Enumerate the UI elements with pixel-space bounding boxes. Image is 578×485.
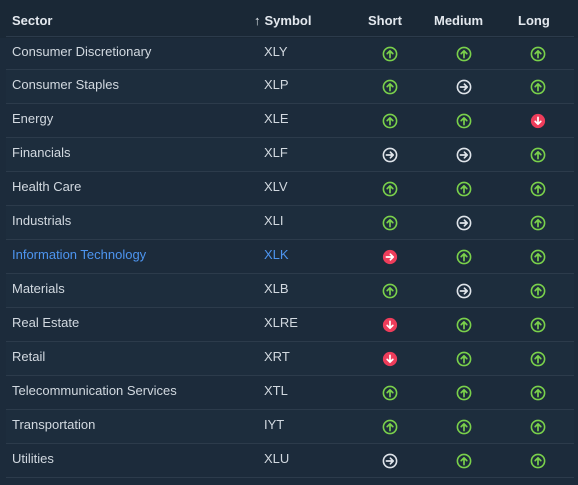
medium-trend-arrow-up-circle-icon	[456, 453, 472, 469]
sector-symbol[interactable]: XLI	[264, 213, 284, 228]
sector-symbol[interactable]: XLF	[264, 145, 288, 160]
table-row[interactable]: Consumer Discretionary XLY	[6, 36, 574, 70]
sector-symbol[interactable]: XLV	[264, 179, 288, 194]
sector-name[interactable]: Energy	[12, 111, 54, 126]
short-trend-arrow-right-circle-icon	[382, 453, 398, 469]
short-trend-arrow-right-circle-icon	[382, 147, 398, 163]
short-trend-arrow-up-circle-icon	[382, 79, 398, 95]
table-row[interactable]: Consumer Staples XLP	[6, 70, 574, 104]
column-header-long[interactable]: Long	[518, 13, 550, 28]
long-trend-arrow-up-circle-icon	[530, 181, 546, 197]
table-row[interactable]: Retail XRT	[6, 342, 574, 376]
sector-symbol[interactable]: XTL	[264, 383, 288, 398]
table-row[interactable]: Utilities XLU	[6, 444, 574, 478]
sector-name[interactable]: Industrials	[12, 213, 72, 228]
short-trend-arrow-down-circle-icon	[382, 317, 398, 333]
long-trend-arrow-down-circle-icon	[530, 113, 546, 129]
sector-name[interactable]: Information Technology	[12, 247, 147, 262]
column-header-sector[interactable]: Sector	[12, 13, 53, 28]
sector-name[interactable]: Transportation	[12, 417, 96, 432]
short-trend-arrow-up-circle-icon	[382, 181, 398, 197]
medium-trend-arrow-up-circle-icon	[456, 181, 472, 197]
table-row[interactable]: Real Estate XLRE	[6, 308, 574, 342]
short-trend-arrow-up-circle-icon	[382, 283, 398, 299]
column-header-symbol-label: Symbol	[264, 13, 312, 28]
medium-trend-arrow-right-circle-icon	[456, 283, 472, 299]
long-trend-arrow-up-circle-icon	[530, 147, 546, 163]
long-trend-arrow-up-circle-icon	[530, 215, 546, 231]
sector-symbol[interactable]: XLY	[264, 44, 288, 59]
sector-symbol[interactable]: XLP	[264, 77, 289, 92]
short-trend-arrow-up-circle-icon	[382, 385, 398, 401]
long-trend-arrow-up-circle-icon	[530, 317, 546, 333]
long-trend-arrow-up-circle-icon	[530, 385, 546, 401]
medium-trend-arrow-right-circle-icon	[456, 79, 472, 95]
short-trend-arrow-down-circle-icon	[382, 351, 398, 367]
sector-name[interactable]: Real Estate	[12, 315, 80, 330]
table-row[interactable]: Information Technology XLK	[6, 240, 574, 274]
table-row[interactable]: Health Care XLV	[6, 172, 574, 206]
table-row[interactable]: Energy XLE	[6, 104, 574, 138]
table-body: Consumer Discretionary XLY Consumer Staple…	[6, 36, 574, 478]
sector-symbol[interactable]: XLRE	[264, 315, 298, 330]
sector-symbol[interactable]: XLB	[264, 281, 289, 296]
sector-symbol[interactable]: XLE	[264, 111, 289, 126]
long-trend-arrow-up-circle-icon	[530, 283, 546, 299]
column-header-short[interactable]: Short	[368, 13, 402, 28]
table-row[interactable]: Industrials XLI	[6, 206, 574, 240]
long-trend-arrow-up-circle-icon	[530, 419, 546, 435]
short-trend-arrow-up-circle-icon	[382, 46, 398, 62]
table-row[interactable]: Materials XLB	[6, 274, 574, 308]
sector-name[interactable]: Utilities	[12, 451, 54, 466]
sector-symbol[interactable]: XRT	[264, 349, 290, 364]
sector-symbol[interactable]: XLK	[264, 247, 289, 262]
long-trend-arrow-up-circle-icon	[530, 351, 546, 367]
table-header: Sector ↑ Symbol Short Medium Long	[0, 0, 578, 38]
medium-trend-arrow-right-circle-icon	[456, 215, 472, 231]
sector-name[interactable]: Telecommunication Services	[12, 383, 177, 398]
short-trend-arrow-up-circle-icon	[382, 113, 398, 129]
sector-symbol[interactable]: IYT	[264, 417, 285, 432]
medium-trend-arrow-up-circle-icon	[456, 317, 472, 333]
short-trend-arrow-right-filled-circle-icon	[382, 249, 398, 265]
sector-name[interactable]: Health Care	[12, 179, 82, 194]
long-trend-arrow-up-circle-icon	[530, 249, 546, 265]
sort-ascending-icon: ↑	[254, 13, 261, 28]
sector-name[interactable]: Consumer Staples	[12, 77, 119, 92]
medium-trend-arrow-up-circle-icon	[456, 351, 472, 367]
column-header-symbol[interactable]: ↑ Symbol	[254, 13, 311, 28]
sector-name[interactable]: Consumer Discretionary	[12, 44, 152, 59]
medium-trend-arrow-up-circle-icon	[456, 249, 472, 265]
medium-trend-arrow-up-circle-icon	[456, 46, 472, 62]
sector-name[interactable]: Retail	[12, 349, 46, 364]
sector-name[interactable]: Financials	[12, 145, 71, 160]
medium-trend-arrow-right-circle-icon	[456, 147, 472, 163]
table-row[interactable]: Financials XLF	[6, 138, 574, 172]
sector-symbol[interactable]: XLU	[264, 451, 290, 466]
long-trend-arrow-up-circle-icon	[530, 79, 546, 95]
medium-trend-arrow-up-circle-icon	[456, 419, 472, 435]
long-trend-arrow-up-circle-icon	[530, 46, 546, 62]
short-trend-arrow-up-circle-icon	[382, 215, 398, 231]
medium-trend-arrow-up-circle-icon	[456, 113, 472, 129]
table-row[interactable]: Telecommunication Services XTL	[6, 376, 574, 410]
sector-name[interactable]: Materials	[12, 281, 65, 296]
column-header-medium[interactable]: Medium	[434, 13, 484, 28]
medium-trend-arrow-up-circle-icon	[456, 385, 472, 401]
short-trend-arrow-up-circle-icon	[382, 419, 398, 435]
table-row[interactable]: Transportation IYT	[6, 410, 574, 444]
long-trend-arrow-up-circle-icon	[530, 453, 546, 469]
